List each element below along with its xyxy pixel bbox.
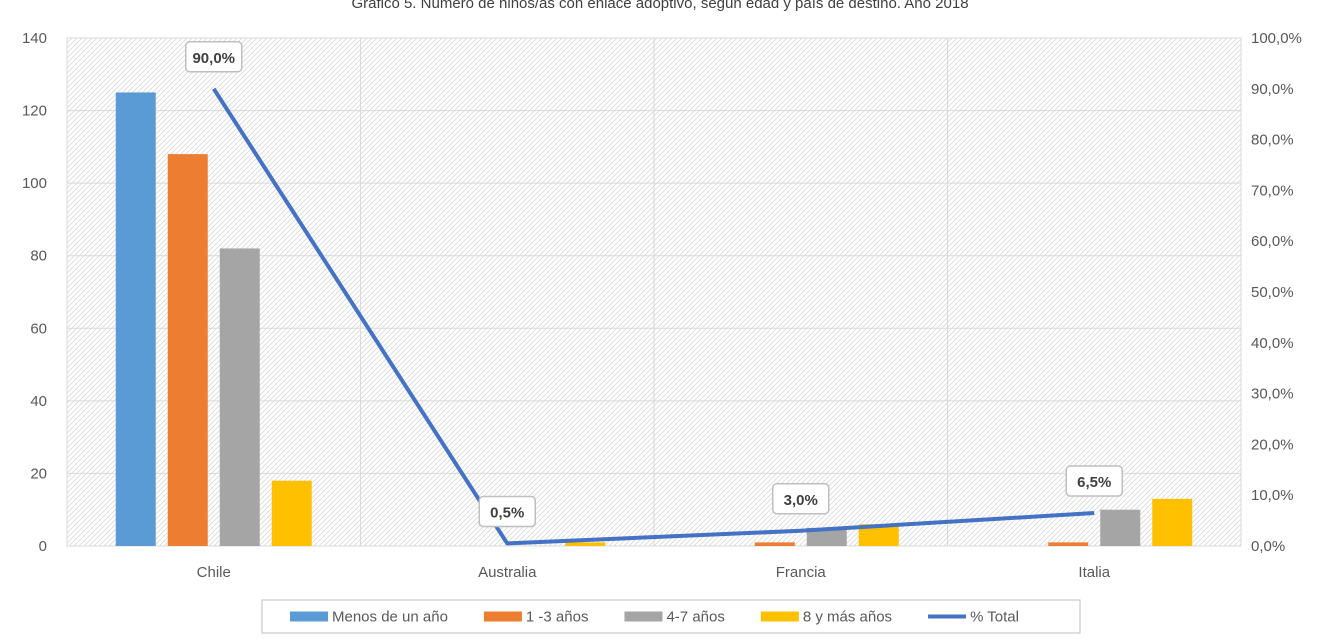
bar [271, 480, 312, 546]
data-labels: 90,0% 0,5% 3,0% 6,5% [185, 41, 1123, 528]
legend-label: 8 y más años [803, 609, 892, 626]
bar [1100, 509, 1141, 546]
data-label: 0,5% [490, 504, 524, 521]
y-right-tick-label: 80,0% [1251, 132, 1294, 149]
data-label: 6,5% [1077, 474, 1111, 491]
y-right-tick-label: 30,0% [1251, 386, 1294, 403]
data-label-box [478, 495, 536, 528]
legend-swatch [624, 611, 663, 622]
y-right-tick-label: 60,0% [1251, 233, 1294, 250]
y-left-tick-label: 60 [30, 320, 47, 337]
legend-label: 4-7 años [666, 609, 724, 626]
x-tick-label: Francia [776, 564, 827, 581]
legend-swatch [483, 611, 522, 622]
y-right-tick-label: 40,0% [1251, 335, 1294, 352]
legend-label: % Total [970, 609, 1019, 626]
legend: Menos de un año 1 -3 años 4-7 años 8 y más … [261, 599, 1081, 634]
y-right-tick-label: 70,0% [1251, 182, 1294, 199]
legend-swatch [290, 611, 328, 622]
y-left-tick-label: 40 [30, 393, 47, 410]
data-label-box [185, 41, 243, 73]
bar [806, 527, 847, 546]
y-left-tick-label: 20 [30, 465, 47, 482]
gridlines [67, 37, 1241, 547]
y-right-tick-label: 0,0% [1251, 538, 1285, 555]
legend-label: 1 -3 años [526, 609, 589, 626]
y-right-tick-label: 50,0% [1251, 284, 1294, 301]
bar [219, 248, 260, 546]
y-left-tick-label: 80 [30, 248, 47, 265]
y-left-tick-label: 100 [22, 175, 47, 192]
x-tick-label: Italia [1078, 564, 1110, 581]
bar [115, 92, 156, 546]
y-right-tick-label: 10,0% [1251, 487, 1294, 504]
bars [115, 92, 1193, 546]
x-tick-label: Chile [197, 564, 231, 581]
y-right-tick-label: 90,0% [1251, 81, 1294, 98]
legend-label: Menos de un año [332, 609, 448, 626]
y-left-tick-label: 120 [22, 103, 47, 120]
data-label: 90,0% [192, 50, 235, 67]
data-label: 3,0% [784, 492, 818, 509]
y-right-tick-label: 20,0% [1251, 436, 1294, 453]
bar [1152, 498, 1193, 546]
bar [1048, 542, 1089, 546]
data-label-box [772, 483, 830, 515]
line-percent-total [212, 87, 1095, 546]
bar [858, 524, 899, 546]
bar [565, 542, 606, 546]
line-series [212, 87, 1095, 546]
bar [754, 542, 795, 546]
axes: 0 20 40 60 80 100 120 140 0,0% 10,0% 20,0% 30,0% 40,… [22, 30, 1302, 581]
bar [167, 154, 208, 546]
y-left-tick-label: 140 [22, 30, 47, 47]
x-tick-label: Australia [478, 564, 537, 581]
chart-title: Gráfico 5. Número de niños/as con enlace… [351, 0, 968, 12]
data-label-box [1065, 465, 1123, 497]
y-left-tick-label: 0 [39, 538, 47, 555]
legend-swatch [760, 611, 799, 622]
y-right-tick-label: 100,0% [1251, 30, 1302, 47]
